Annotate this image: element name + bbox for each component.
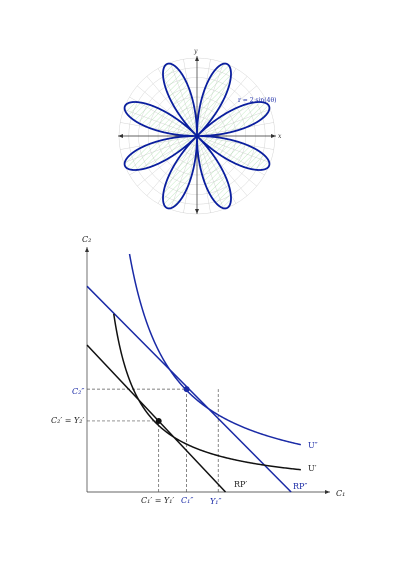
polar-x-label: x xyxy=(278,133,282,140)
label-u-prime: U′ xyxy=(308,464,317,473)
polar-equation-label: r = 2 sin(4θ) xyxy=(238,97,276,104)
polar-y-arrow xyxy=(195,56,199,61)
rose-curve xyxy=(123,62,271,210)
polar-rose-chart: x y r = 2 sin(4θ) xyxy=(118,48,282,215)
label-c1-double-prime: C₁″ xyxy=(181,496,193,505)
series-rp-prime xyxy=(86,344,227,493)
econ-y-label: C₂ xyxy=(82,235,91,244)
series-u-double-prime xyxy=(128,253,302,446)
polar-y-label: y xyxy=(193,48,198,55)
guide-lines xyxy=(87,388,219,492)
label-c2-double-prime: C₂″ xyxy=(72,387,84,396)
econ-x-label: C₁ xyxy=(336,489,345,498)
point-blue-tangency xyxy=(183,386,190,393)
polar-x-arrow-left xyxy=(118,134,123,138)
label-rp-double-prime: RP″ xyxy=(293,482,307,491)
econ-y-arrow xyxy=(85,247,89,252)
label-c1-prime-eq: C₁′ = Y₁′ xyxy=(141,496,174,505)
polar-y-arrow-bottom xyxy=(195,209,199,214)
polar-x-arrow xyxy=(271,134,276,138)
label-rp-prime: RP′ xyxy=(234,480,247,489)
label-y1-double-prime: Y₁″ xyxy=(210,497,221,506)
series-u-prime xyxy=(112,313,301,471)
econ-chart: C₁ C₂ RP′ RP″ U′ U″ C₂″ C₂′ = Y₂′ C₁′ = … xyxy=(51,235,345,506)
label-c2-prime-eq: C₂′ = Y₂′ xyxy=(51,416,84,425)
point-black-tangency xyxy=(155,417,162,424)
econ-x-arrow xyxy=(325,490,330,494)
label-u-double-prime: U″ xyxy=(308,441,318,450)
